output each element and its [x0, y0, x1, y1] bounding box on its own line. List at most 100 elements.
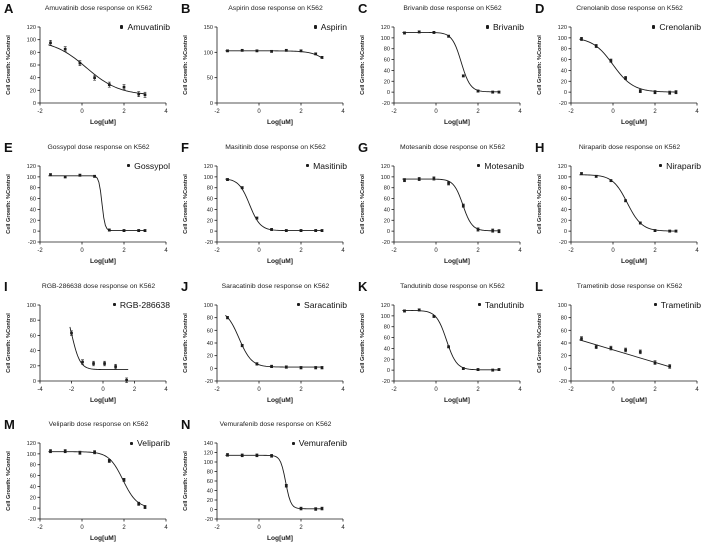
- data-point-marker: [70, 331, 73, 334]
- panel-A: A Amuvatinib dose response on K562 Amuvati…: [0, 0, 177, 139]
- x-tick-label: 2: [133, 387, 137, 393]
- y-tick-label: 100: [558, 36, 567, 42]
- y-tick-label: 80: [384, 185, 390, 191]
- fit-curve: [225, 314, 324, 368]
- data-point-marker: [580, 37, 583, 41]
- axes: [216, 304, 343, 381]
- x-tick-label: 2: [476, 248, 480, 254]
- y-tick-label: -20: [205, 517, 213, 523]
- y-tick-label: 80: [30, 50, 36, 56]
- data-point-marker: [314, 229, 318, 232]
- x-axis-label: Log[uM]: [267, 258, 293, 265]
- y-tick-label: 60: [207, 328, 213, 334]
- fit-curve: [48, 451, 147, 507]
- legend-label: Brivanib: [492, 22, 524, 32]
- y-tick-label: 100: [381, 36, 390, 42]
- y-tick-label: 20: [30, 88, 36, 94]
- y-axis-label: Cell Growth: %Control: [6, 451, 12, 511]
- x-tick-label: -4: [37, 387, 43, 393]
- legend-marker-icon: [313, 25, 317, 29]
- y-axis-label: Cell Growth: %Control: [537, 312, 543, 372]
- data-point-marker: [255, 454, 259, 457]
- panel-letter: E: [4, 139, 13, 155]
- x-tick-label: -2: [391, 248, 397, 254]
- data-points: [226, 177, 324, 232]
- y-tick-label: 100: [381, 175, 390, 181]
- y-axis-label: Cell Growth: %Control: [6, 312, 12, 372]
- x-tick-label: 0: [434, 387, 438, 393]
- panel-letter: C: [358, 1, 368, 16]
- legend-label: Veliparib: [137, 438, 170, 449]
- y-tick-label: 100: [204, 460, 213, 466]
- axes: [39, 443, 166, 520]
- x-tick-label: -2: [568, 387, 574, 393]
- data-point-marker: [638, 350, 642, 353]
- x-tick-label: 4: [695, 387, 699, 393]
- x-tick-label: 4: [518, 248, 522, 254]
- data-point-marker: [284, 229, 288, 232]
- y-axis-label: Cell Growth: %Control: [537, 35, 543, 95]
- axes: [393, 165, 520, 243]
- data-point-marker: [299, 49, 303, 53]
- y-axis-ticks: -20 0 20 40 60 80 100 120: [381, 25, 394, 107]
- chart-title: Tandutinib dose response on K562: [400, 282, 505, 290]
- y-axis-ticks: -20 0 20 40 60 80 100 120: [381, 164, 394, 246]
- data-point-marker: [240, 343, 244, 347]
- legend-label: Crenolanib: [659, 22, 701, 32]
- y-tick-label: 120: [27, 441, 36, 447]
- legend: Niraparib: [658, 161, 701, 171]
- x-axis-ticks: -2 0 2 4: [568, 241, 699, 254]
- y-tick-label: 40: [207, 207, 213, 213]
- panel-letter: A: [4, 1, 14, 16]
- x-tick-label: 0: [257, 109, 261, 115]
- legend-label: Masitinib: [313, 160, 347, 171]
- data-point-marker: [122, 478, 126, 482]
- x-tick-label: -2: [391, 387, 397, 393]
- x-axis-ticks: -2 0 2 4: [568, 380, 699, 393]
- y-tick-label: 50: [207, 76, 213, 82]
- x-tick-label: 0: [80, 525, 84, 531]
- data-point-marker: [491, 229, 495, 232]
- x-tick-label: 4: [164, 387, 168, 393]
- data-point-marker: [668, 229, 672, 233]
- fit-curve: [225, 455, 324, 510]
- y-tick-label: 120: [204, 164, 213, 170]
- y-tick-label: -20: [382, 101, 390, 107]
- legend: RGB-286638: [112, 300, 170, 310]
- legend-marker-icon: [658, 164, 663, 168]
- panel-I: I RGB-286638 dose response on K562 RGB-286…: [0, 278, 177, 417]
- x-tick-label: 2: [476, 387, 480, 393]
- legend-marker-icon: [485, 25, 489, 29]
- fit-curve: [225, 178, 324, 231]
- x-tick-label: -2: [568, 109, 574, 115]
- data-point-marker: [284, 484, 288, 488]
- y-tick-label: 20: [30, 363, 36, 369]
- y-tick-label: 80: [384, 47, 390, 53]
- legend-label: Gossypol: [134, 160, 170, 171]
- x-axis-label: Log[uM]: [444, 397, 470, 404]
- y-tick-label: 40: [561, 68, 567, 74]
- x-axis-label: Log[uM]: [621, 397, 647, 404]
- panel-letter: J: [181, 278, 189, 294]
- y-tick-label: 60: [561, 58, 567, 64]
- axes: [39, 27, 166, 104]
- x-axis-label: Log[uM]: [90, 258, 116, 265]
- y-tick-label: -20: [28, 517, 36, 523]
- data-point-marker: [103, 361, 106, 365]
- y-axis-ticks: -20 0 20 40 60 80 100: [204, 303, 217, 385]
- y-tick-label: 0: [210, 101, 213, 107]
- x-axis-label: Log[uM]: [267, 397, 293, 404]
- data-points: [226, 48, 324, 59]
- panel-J: J Saracatinib dose response on K562 Saraca…: [177, 278, 354, 417]
- y-tick-label: 60: [207, 479, 213, 485]
- data-point-marker: [403, 31, 406, 35]
- data-point-marker: [107, 83, 111, 86]
- data-point-marker: [314, 507, 318, 511]
- data-point-marker: [299, 229, 303, 232]
- legend-label: Tandutinib: [484, 299, 524, 310]
- x-tick-label: 4: [341, 525, 345, 531]
